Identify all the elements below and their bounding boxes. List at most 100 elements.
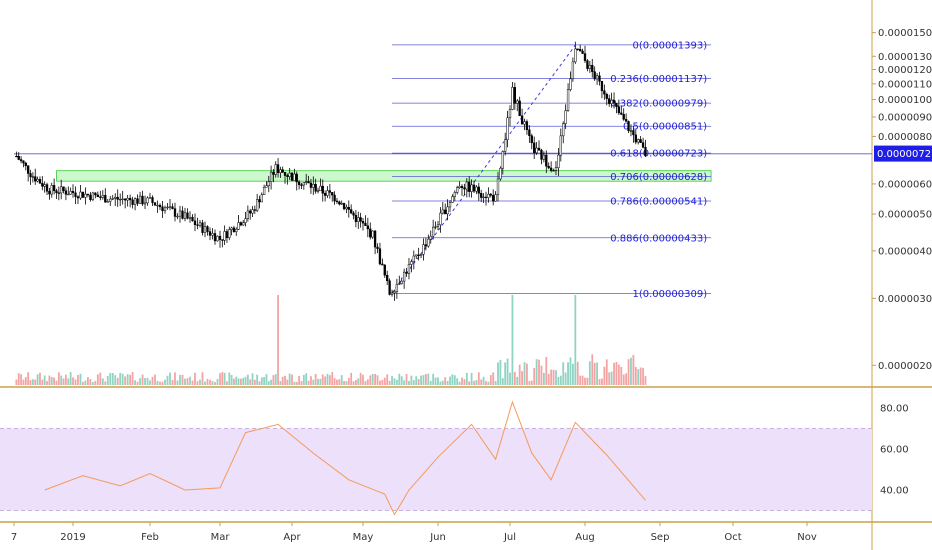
volume-bar [50,377,53,385]
volume-bar [393,378,396,385]
candle-body [354,214,358,222]
candle-body [283,172,287,176]
volume-bar [106,375,109,385]
candle-body [624,119,628,122]
candle-body [357,217,360,222]
price-axis-tick-label: 0.00000200 [878,361,932,372]
volume-bar [362,374,364,385]
fib-level-label: 0.706(0.00000628) [610,172,707,183]
candle-body [81,191,85,198]
volume-bar [352,381,355,385]
volume-bar [221,372,224,385]
candle-body [518,100,521,117]
volume-bar [526,363,528,385]
volume-bar [31,379,34,385]
volume-bar [79,373,82,385]
candle-body [395,283,399,292]
volume-bar [114,375,117,385]
volume-bar [485,381,487,385]
candle-body [591,64,594,72]
volume-bar [545,356,548,385]
candle-body [460,186,464,189]
volume-bar [588,361,591,385]
volume-bar [535,359,538,385]
candle-body [427,238,430,247]
time-axis-tick-label: Jul [503,532,516,543]
volume-bar [104,381,107,385]
candle-body [390,292,394,295]
volume-bar [121,373,124,385]
volume-bar [432,373,435,385]
volume-bar [579,375,582,385]
time-axis-tick-label: 7 [11,532,17,543]
volume-bar [194,372,196,385]
candle-body [279,169,282,173]
volume-bar [226,381,228,385]
candle-body [615,103,618,108]
volume-bar [410,375,413,385]
volume-bar [366,379,369,385]
volume-bar [400,376,403,385]
volume-bar [608,372,611,385]
candle-body [276,164,280,173]
candle-body [256,199,259,211]
candle-body [386,274,389,282]
volume-bar [350,372,353,385]
volume-bar [270,379,272,385]
volume-bar [562,362,565,385]
candle-body [405,271,408,274]
volume-bar [550,369,553,385]
candle-body [309,182,313,188]
volume-bar [564,372,567,385]
candle-body [593,71,596,80]
candle-body [644,147,647,156]
candle-body [552,170,555,172]
volume-bar [511,295,514,385]
candle-body [632,130,635,136]
candle-body [542,154,546,160]
candle-body [579,49,582,52]
volume-bar [134,380,136,385]
volume-bar [521,371,523,385]
volume-bar [253,379,256,385]
fib-level-label: 0.886(0.00000433) [610,233,707,244]
candle-body [74,192,77,197]
volume-bar [499,360,502,385]
candle-body [319,185,322,192]
volume-bar [277,295,279,385]
candle-body [345,206,348,210]
candle-body [326,190,329,196]
volume-bar [437,377,439,385]
volume-bar [627,359,630,385]
volume-bar [487,381,490,385]
candle-body [242,222,245,226]
volume-bar [434,377,437,385]
volume-bar [540,365,543,385]
candle-body [114,196,117,199]
volume-bar [166,375,169,385]
candle-body [232,227,236,232]
candle-body [480,193,483,198]
candle-body [24,162,27,166]
volume-bar [22,379,25,385]
candle-body [338,201,341,205]
candle-body [133,198,137,205]
candle-body [641,142,645,148]
volume-bar [240,378,242,385]
volume-bar [634,366,637,385]
volume-bar [444,377,447,385]
volume-bar [388,380,391,385]
candle-body [331,192,334,196]
volume-bar [446,381,449,385]
candle-body [228,229,231,238]
candle-body [45,184,49,192]
candle-body [605,93,608,99]
volume-bar [613,362,615,385]
candle-body [511,87,514,110]
volume-bar [637,369,640,385]
volume-bar [312,379,315,385]
candle-body [183,212,187,219]
